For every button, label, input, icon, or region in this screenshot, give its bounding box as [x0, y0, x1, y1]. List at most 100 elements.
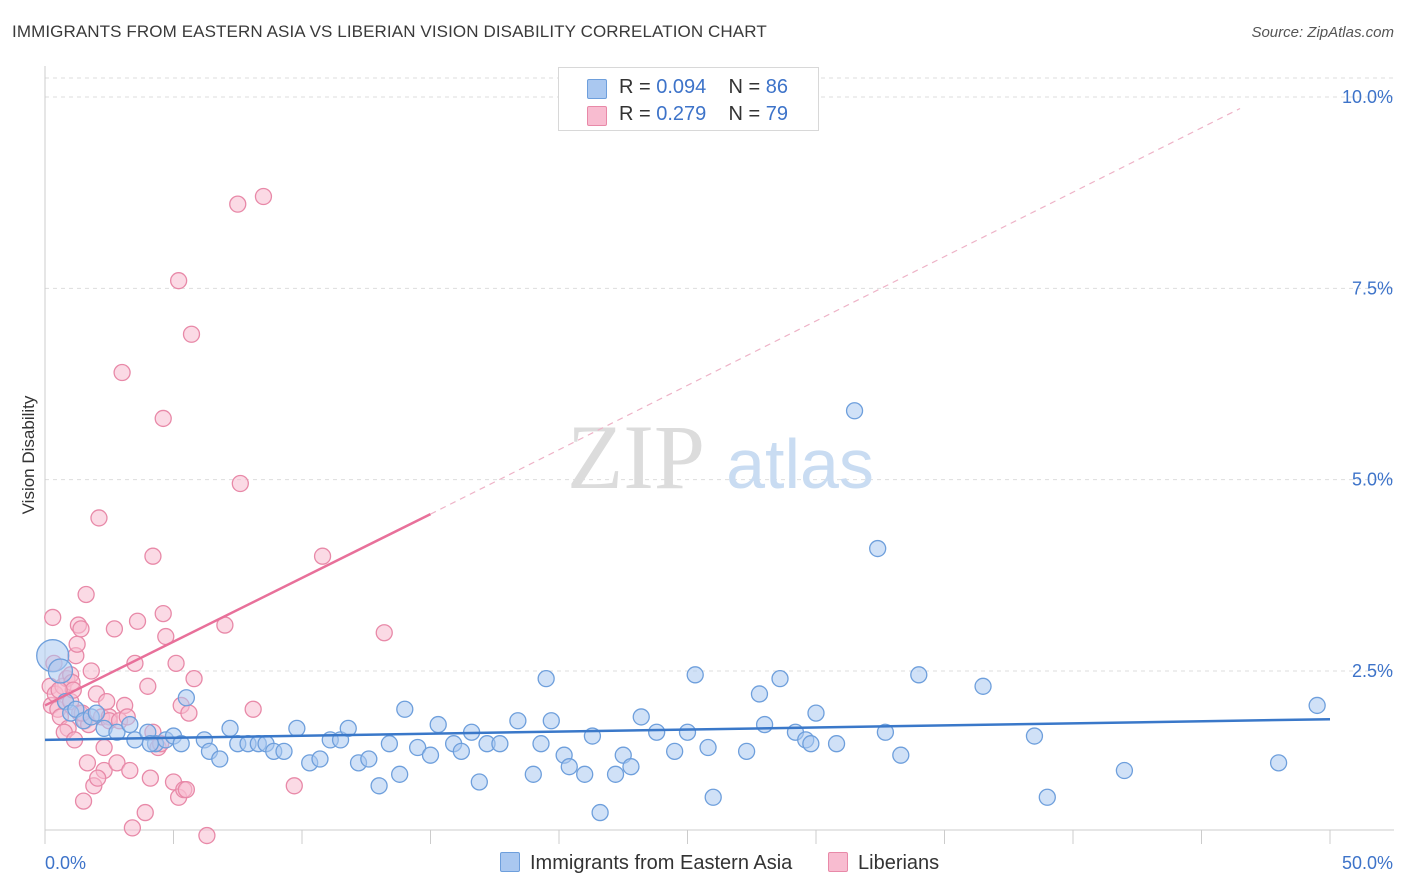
liberians-point	[144, 547, 162, 565]
liberians-point	[285, 777, 303, 795]
r-value: 0.279	[656, 103, 707, 125]
eastern-asia-point	[699, 738, 717, 757]
eastern-asia-point	[421, 746, 440, 764]
axes	[44, 66, 1394, 844]
liberians-point	[254, 187, 273, 206]
tick-labels: 2.5% 5.0% 7.5% 10.0% 0.0% 50.0%	[45, 87, 1393, 873]
trend-lines	[44, 107, 1331, 742]
eastern-asia-point	[47, 658, 74, 684]
bottom-legend-label: Liberians	[858, 852, 940, 874]
liberians-point	[77, 585, 95, 604]
eastern-asia-point	[807, 704, 825, 722]
liberians-point	[231, 474, 249, 493]
liberians-point	[313, 547, 332, 565]
eastern-asia-point	[396, 700, 414, 718]
r-value: 0.094	[656, 76, 707, 98]
n-value: 86	[765, 76, 789, 98]
eastern-asia-point	[876, 723, 895, 741]
liberians-point	[136, 803, 154, 822]
liberians-point	[375, 624, 393, 642]
liberians-point	[198, 826, 216, 845]
y-axis-label: Vision Disability	[19, 395, 38, 514]
liberians-point	[98, 692, 116, 711]
eastern-asia-point	[537, 670, 555, 688]
grid-lines	[45, 77, 1394, 672]
x-tick-label-max: 50.0%	[1342, 853, 1393, 873]
eastern-asia-point	[910, 666, 928, 684]
eastern-asia-point	[452, 742, 470, 761]
liberians-point	[244, 700, 262, 718]
eastern-asia-point	[1038, 788, 1056, 806]
liberians-point	[113, 363, 131, 382]
eastern-asia-point	[339, 719, 357, 738]
eastern-asia-point	[606, 765, 625, 783]
liberians-point	[154, 604, 172, 623]
liberians-point	[95, 738, 113, 757]
eastern-asia-point	[750, 685, 769, 703]
liberians-trend-extension	[430, 107, 1241, 515]
liberians-point	[108, 754, 126, 772]
eastern-asia-points	[36, 402, 1326, 822]
liberians-point	[105, 620, 124, 638]
eastern-asia-point	[429, 715, 447, 734]
eastern-asia-point	[470, 773, 488, 791]
eastern-asia-point	[211, 750, 229, 768]
bottom-legend-eastern-asia: Immigrants from Eastern Asia	[500, 852, 792, 875]
liberians-point	[229, 195, 247, 213]
bottom-legend-swatch-pink	[828, 852, 848, 872]
liberians-point	[121, 761, 139, 780]
bottom-legend-liberians: Liberians	[828, 852, 939, 875]
eastern-asia-point	[591, 803, 609, 822]
liberians-trend-line	[44, 512, 432, 707]
liberians-point	[72, 620, 90, 638]
liberians-point	[182, 325, 201, 343]
eastern-asia-point	[845, 402, 864, 420]
eastern-asia-point	[632, 708, 650, 726]
eastern-asia-point	[311, 750, 329, 768]
liberians-point	[82, 662, 100, 680]
eastern-asia-point	[892, 746, 910, 764]
eastern-asia-point	[275, 742, 293, 761]
y-tick-label: 7.5%	[1352, 278, 1393, 298]
liberians-point	[141, 769, 160, 787]
watermark: ZIP atlas	[567, 406, 874, 508]
legend-swatch-blue	[587, 79, 607, 99]
eastern-asia-point	[360, 750, 378, 768]
eastern-asia-point	[869, 539, 887, 558]
eastern-asia-point	[408, 738, 427, 757]
eastern-asia-point	[704, 788, 722, 806]
eastern-asia-point	[1308, 696, 1326, 715]
eastern-asia-point	[172, 735, 190, 753]
watermark-atlas: atlas	[726, 425, 874, 503]
correlation-legend: R = 0.094 N = 86 R = 0.279 N = 79	[558, 67, 819, 131]
liberians-point	[180, 704, 198, 722]
eastern-asia-point	[288, 719, 306, 738]
liberians-point	[185, 670, 203, 688]
eastern-asia-point	[509, 712, 527, 730]
n-label: N =	[728, 103, 761, 125]
eastern-asia-point	[108, 723, 126, 741]
liberians-point	[177, 780, 196, 799]
x-tick-label-min: 0.0%	[45, 853, 86, 873]
eastern-asia-point	[221, 719, 239, 738]
legend-stats-eastern-asia: R = 0.094 N = 86	[619, 76, 788, 99]
eastern-asia-point	[532, 735, 550, 753]
legend-stats-liberians: R = 0.279 N = 79	[619, 103, 788, 126]
bottom-legend-label: Immigrants from Eastern Asia	[530, 852, 793, 874]
n-value: 79	[765, 103, 789, 125]
liberians-point	[74, 792, 93, 810]
chart-title: IMMIGRANTS FROM EASTERN ASIA VS LIBERIAN…	[12, 22, 767, 41]
eastern-asia-point	[177, 689, 196, 707]
r-label: R =	[619, 103, 651, 125]
eastern-asia-point	[121, 715, 139, 734]
eastern-asia-point	[771, 670, 789, 688]
r-label: R =	[619, 76, 651, 98]
eastern-asia-point	[391, 765, 409, 783]
liberians-point	[169, 272, 188, 290]
eastern-asia-point	[524, 765, 542, 783]
eastern-asia-point	[802, 735, 820, 753]
eastern-asia-point	[560, 758, 578, 776]
eastern-asia-point	[1269, 754, 1288, 772]
liberians-point	[89, 769, 107, 787]
eastern-asia-point	[1115, 761, 1134, 780]
